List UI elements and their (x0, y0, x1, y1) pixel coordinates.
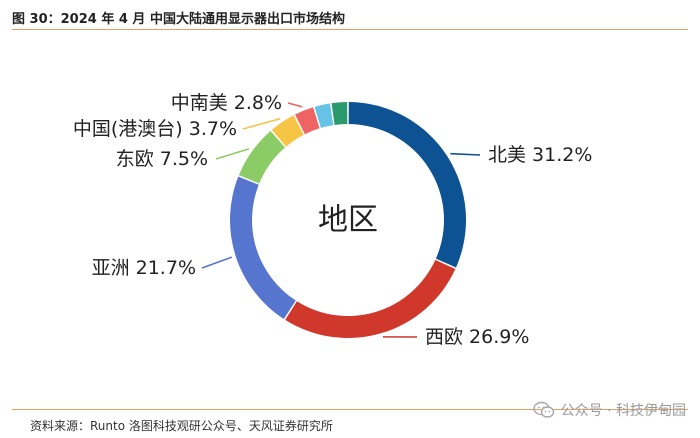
leader-line (242, 117, 281, 130)
donut-chart: 北美 31.2% 西欧 26.9% 亚洲 21.7% 东欧 7.5% 中国(港澳台) 3… (73, 92, 593, 348)
center-label: 地区 (318, 203, 378, 238)
donut-slice (238, 130, 286, 184)
slice-label: 西欧 26.9% (425, 326, 529, 348)
watermark-text: 公众号 · 科技伊甸园 (560, 403, 686, 419)
figure-title: 图 30：2024 年 4 月 中国大陆通用显示器出口市场结构 (12, 12, 345, 27)
slice-label: 北美 31.2% (488, 144, 592, 166)
slice-label: 中南美 2.8% (171, 92, 282, 114)
donut-slice (348, 102, 466, 268)
donut-slice (285, 259, 456, 338)
source-note: 资料来源：Runto 洛图科技观研公众号、天风证券研究所 (30, 419, 333, 433)
footer-divider (12, 409, 688, 410)
header-divider (12, 29, 688, 30)
donut-slice (271, 115, 304, 147)
donut-slice (295, 107, 320, 135)
donut-slice (229, 176, 296, 320)
donut-slice (331, 102, 348, 125)
watermark: 公众号 · 科技伊甸园 (532, 397, 686, 423)
leader-line (215, 148, 250, 160)
slice-label: 中国(港澳台) 3.7% (73, 118, 237, 140)
slice-label: 亚洲 21.7% (92, 257, 196, 279)
slice-label: 东欧 7.5% (116, 148, 208, 170)
leader-line (450, 152, 481, 156)
donut-slice (314, 103, 334, 128)
leader-line (287, 102, 303, 108)
leader-line (201, 256, 233, 269)
figure-header: 图 30：2024 年 4 月 中国大陆通用显示器出口市场结构 (12, 4, 688, 30)
wechat-icon (532, 401, 554, 418)
